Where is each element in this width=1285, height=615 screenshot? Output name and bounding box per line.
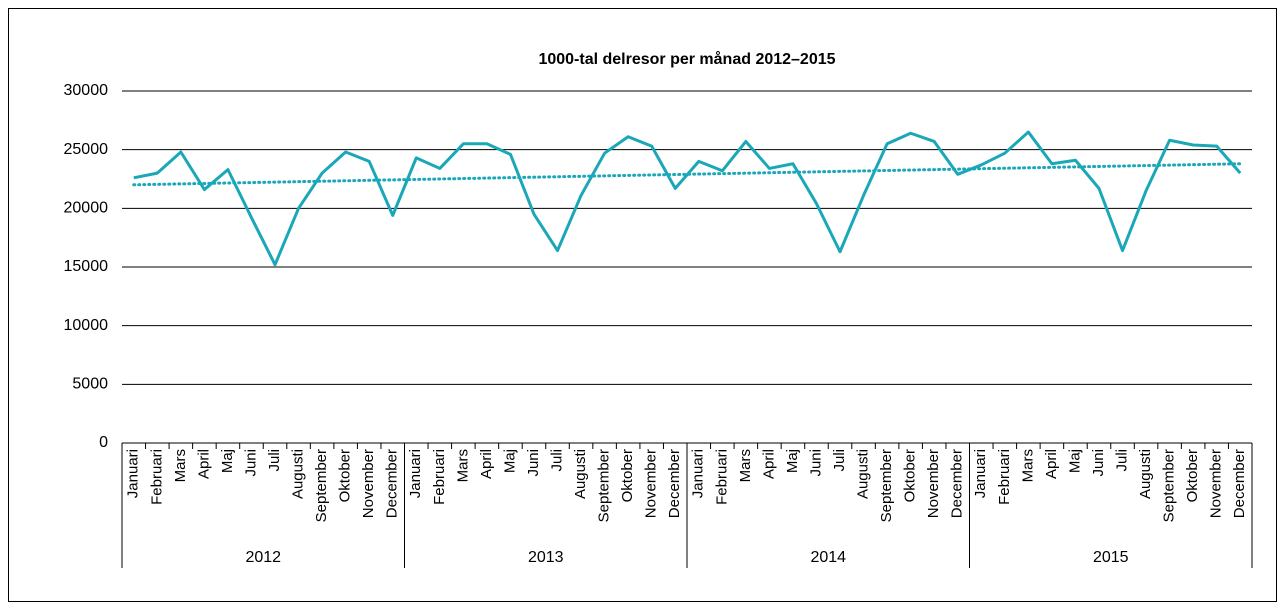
x-tick-label: Juli [1113,449,1130,472]
x-tick-label: Oktober [902,449,919,502]
x-tick-label: April [760,449,777,479]
y-tick-label: 15000 [64,258,109,275]
x-tick-label: Juni [807,449,824,477]
x-tick-label: December [384,449,401,518]
x-tick-label: Mars [454,449,471,482]
x-tick-label: Maj [1066,449,1083,473]
x-tick-label: Mars [737,449,754,482]
x-tick-label: Juli [831,449,848,472]
x-group-label: 2015 [1093,549,1129,566]
y-tick-label: 5000 [72,376,108,393]
y-tick-label: 25000 [64,141,109,158]
y-tick-label: 20000 [64,200,109,217]
x-tick-label: Januari [690,449,707,498]
x-tick-label: Januari [125,449,142,498]
x-tick-label: November [1208,449,1225,518]
trendline [132,162,1242,187]
x-tick-label: Januari [407,449,424,498]
x-tick-label: April [195,449,212,479]
x-tick-label: April [1043,449,1060,479]
x-group-label: 2013 [528,549,564,566]
x-tick-label: Juni [525,449,542,477]
x-tick-label: Februari [148,449,165,505]
line [133,130,1242,267]
x-tick-label: Oktober [1184,449,1201,502]
x-tick-label: Augusti [290,449,307,499]
x-tick-label: Juli [266,449,283,472]
x-tick-label: December [1231,449,1248,518]
x-tick-label: Juni [242,449,259,477]
x-group-label: 2014 [810,549,846,566]
x-tick-label: Augusti [1137,449,1154,499]
x-tick-label: September [596,449,613,522]
x-tick-label: Augusti [855,449,872,499]
y-tick-label: 30000 [64,82,109,99]
x-tick-label: Oktober [619,449,636,502]
x-tick-label: November [360,449,377,518]
x-tick-label: November [925,449,942,518]
x-tick-label: Oktober [337,449,354,502]
x-tick-label: November [643,449,660,518]
chart-title: 1000-tal delresor per månad 2012–2015 [538,50,835,68]
x-tick-label: April [478,449,495,479]
x-tick-label: Augusti [572,449,589,499]
x-tick-label: Maj [219,449,236,473]
x-group-label: 2012 [245,549,281,566]
x-tick-label: Mars [1019,449,1036,482]
x-tick-label: December [949,449,966,518]
x-tick-label: September [313,449,330,522]
x-tick-label: Januari [972,449,989,498]
x-tick-label: Februari [713,449,730,505]
x-tick-label: September [878,449,895,522]
x-tick-label: Maj [501,449,518,473]
x-tick-label: September [1161,449,1178,522]
x-tick-label: Juni [1090,449,1107,477]
chart-frame [8,8,1277,602]
x-tick-label: Februari [996,449,1013,505]
x-tick-label: Mars [172,449,189,482]
x-tick-label: Maj [784,449,801,473]
x-tick-label: Februari [431,449,448,505]
y-tick-label: 0 [99,434,108,451]
y-tick-label: 10000 [64,317,109,334]
x-tick-label: Juli [548,449,565,472]
x-tick-label: December [666,449,683,518]
